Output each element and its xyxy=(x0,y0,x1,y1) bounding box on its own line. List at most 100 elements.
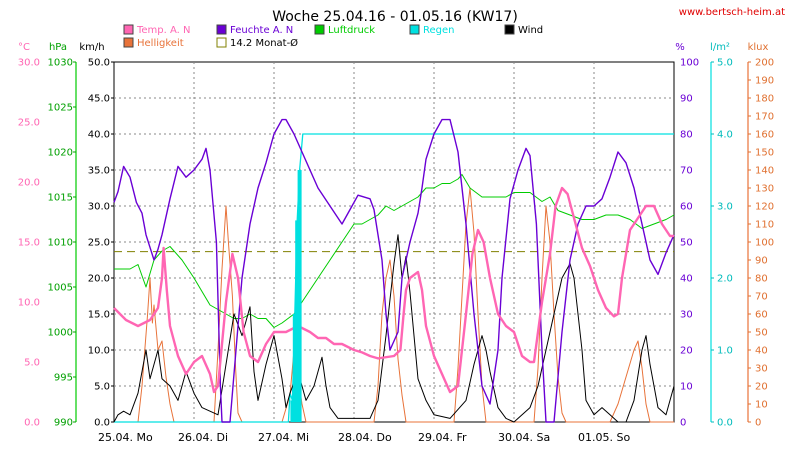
source-url: www.bertsch-heim.at xyxy=(679,7,785,18)
axis-pressure-tick: 1020 xyxy=(48,148,73,159)
axis-wind-tick: 25.0 xyxy=(88,238,110,249)
legend-label: Temp. A. N xyxy=(136,25,191,36)
axis-temp-tick: 10.0 xyxy=(18,298,40,309)
axis-pressure-tick: 1010 xyxy=(48,238,73,249)
axis-pressure-tick: 1000 xyxy=(48,328,73,339)
axis-lux-tick: 180 xyxy=(755,94,774,105)
axis-wind-tick: 5.0 xyxy=(94,382,110,393)
axis-rain-tick: 0.0 xyxy=(717,418,733,429)
legend-swatch xyxy=(314,24,325,35)
axis-lux-tick: 70 xyxy=(755,292,768,303)
axis-wind-tick: 50.0 xyxy=(88,58,110,69)
axis-lux-tick: 110 xyxy=(755,220,774,231)
axis-rain-tick: 2.0 xyxy=(717,274,733,285)
axis-rain-tick: 5.0 xyxy=(717,58,733,69)
legend-label: Luftdruck xyxy=(328,25,375,36)
axis-lux-tick: 80 xyxy=(755,274,768,285)
axis-lux-tick: 140 xyxy=(755,166,774,177)
axis-lux-tick: 40 xyxy=(755,346,768,357)
axis-humidity-tick: 0 xyxy=(680,418,686,429)
axis-humidity-tick: 40 xyxy=(680,274,693,285)
axis-lux-tick: 20 xyxy=(755,382,768,393)
axis-lux-tick: 200 xyxy=(755,58,774,69)
axis-humidity-tick: 60 xyxy=(680,202,693,213)
axis-lux-tick: 150 xyxy=(755,148,774,159)
axis-lux-tick: 160 xyxy=(755,130,774,141)
axis-temp-unit: °C xyxy=(18,42,30,53)
axis-rain-tick: 1.0 xyxy=(717,346,733,357)
legend-swatch xyxy=(123,24,134,35)
axis-lux-tick: 0 xyxy=(755,418,761,429)
chart-title: Woche 25.04.16 - 01.05.16 (KW17) xyxy=(272,9,518,25)
x-axis-labels: 25.04. Mo 26.04. Di 27.04. Mi 28.04. Do 29.0… xyxy=(98,431,630,444)
axis-pressure-tick: 1025 xyxy=(48,103,73,114)
axis-humidity-tick: 90 xyxy=(680,94,693,105)
axis-wind-tick: 35.0 xyxy=(88,166,110,177)
legend-swatch xyxy=(123,37,134,48)
series-helligkeit xyxy=(114,187,674,423)
axis-humidity-tick: 30 xyxy=(680,310,693,321)
axis-humidity-tick: 20 xyxy=(680,346,693,357)
legend-label: 14.2 Monat-Ø xyxy=(230,37,298,49)
x-tick-label: 28.04. Do xyxy=(338,431,392,444)
axis-wind-tick: 15.0 xyxy=(88,310,110,321)
axis-lux-tick: 190 xyxy=(755,76,774,87)
axis-pressure-tick: 1030 xyxy=(48,58,73,69)
axis-temp-tick: 25.0 xyxy=(18,118,40,129)
axis-temp-tick: 20.0 xyxy=(18,178,40,189)
series-temp xyxy=(113,186,674,394)
axis-humidity-tick: 10 xyxy=(680,382,693,393)
legend-label: Regen xyxy=(423,25,455,36)
axis-lux-tick: 60 xyxy=(755,310,768,321)
axis-temp-tick: 5.0 xyxy=(24,358,40,369)
legend-swatch xyxy=(216,37,227,48)
axis-humidity-tick: 70 xyxy=(680,166,693,177)
axis-lux-tick: 10 xyxy=(755,400,768,411)
axis-lux-tick: 130 xyxy=(755,184,774,195)
axis-lux-tick: 100 xyxy=(755,238,774,249)
axis-rain-unit: l/m² xyxy=(710,42,730,53)
legend-swatch xyxy=(504,24,515,35)
rain-bar xyxy=(292,314,297,422)
x-tick-label: 29.04. Fr xyxy=(418,431,467,444)
axis-pressure-tick: 1015 xyxy=(48,193,73,204)
axis-humidity-unit: % xyxy=(675,42,685,53)
x-tick-label: 30.04. Sa xyxy=(498,431,550,444)
axis-wind-unit: km/h xyxy=(79,42,104,53)
axis-lux-tick: 90 xyxy=(755,256,768,267)
x-tick-label: 26.04. Di xyxy=(178,431,228,444)
rain-bar xyxy=(295,220,300,422)
legend-label: Wind xyxy=(518,25,543,36)
axis-lux-tick: 30 xyxy=(755,364,768,375)
axes: °C0.05.010.015.020.025.030.0hPa990995100… xyxy=(18,42,774,429)
axis-humidity-tick: 100 xyxy=(680,58,699,69)
axis-wind-tick: 45.0 xyxy=(88,94,110,105)
series-luftdruck xyxy=(114,174,675,328)
legend-swatch xyxy=(409,24,420,35)
axis-wind-tick: 20.0 xyxy=(88,274,110,285)
series-lines xyxy=(113,118,675,423)
axis-lux-tick: 170 xyxy=(755,112,774,123)
rain-bar xyxy=(290,400,295,422)
legend-swatch xyxy=(216,24,227,35)
axis-temp-tick: 0.0 xyxy=(24,418,40,429)
axis-humidity-tick: 50 xyxy=(680,238,693,249)
x-tick-label: 25.04. Mo xyxy=(98,431,153,444)
series-wind xyxy=(113,234,675,423)
axis-lux-unit: klux xyxy=(748,42,769,53)
axis-wind-tick: 10.0 xyxy=(88,346,110,357)
x-tick-label: 27.04. Mi xyxy=(258,431,309,444)
x-tick-label: 01.05. So xyxy=(578,431,630,444)
axis-temp-tick: 15.0 xyxy=(18,238,40,249)
axis-rain-tick: 4.0 xyxy=(717,130,733,141)
axis-pressure-tick: 995 xyxy=(54,373,73,384)
axis-pressure-tick: 990 xyxy=(54,418,73,429)
legend-label: Feuchte A. N xyxy=(230,25,293,36)
axis-humidity-tick: 80 xyxy=(680,130,693,141)
rain-bar xyxy=(297,170,302,422)
axis-lux-tick: 50 xyxy=(755,328,768,339)
axis-pressure-tick: 1005 xyxy=(48,283,73,294)
legend-label: Helligkeit xyxy=(137,38,184,49)
axis-temp-tick: 30.0 xyxy=(18,58,40,69)
